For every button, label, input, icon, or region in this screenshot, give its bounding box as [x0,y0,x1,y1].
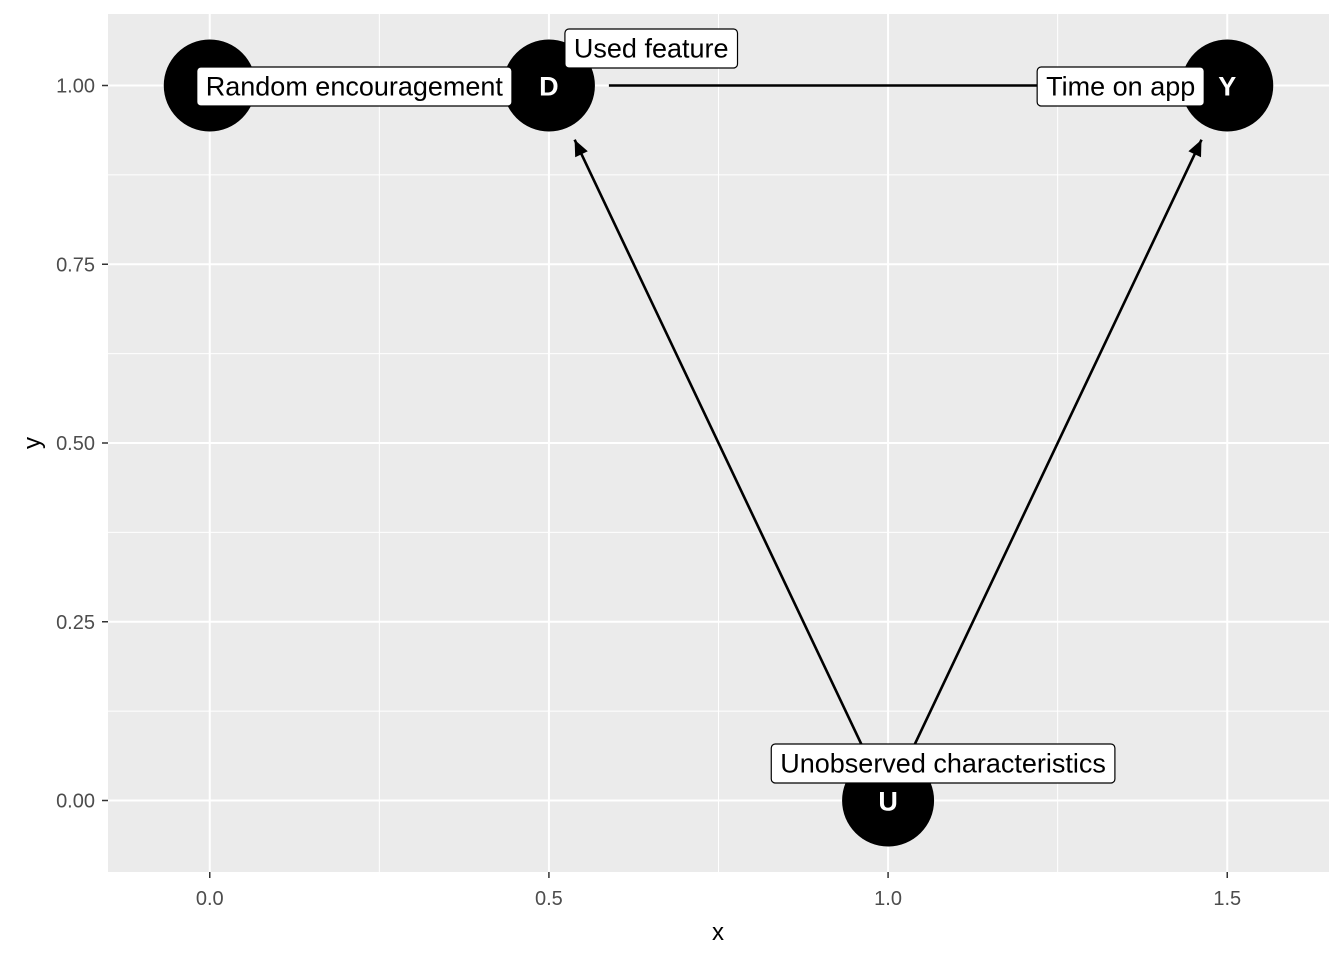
label-y: Time on app [1036,66,1205,107]
label-box [196,66,513,107]
x-axis-ticks: 0.0 0.5 1.0 1.5 [196,872,1241,910]
node-y: Y [1181,39,1274,132]
arrow-head [574,139,588,158]
node-circle [1181,39,1274,132]
label-text: Time on app [1046,72,1195,102]
label-text: Unobserved characteristics [780,749,1106,779]
arrow-head [1188,139,1202,158]
y-tick-label: 0.75 [56,254,95,276]
y-tick-label: 0.00 [56,791,95,813]
label-z: Random encouragement [196,66,513,107]
label-box [770,743,1116,784]
y-axis-title: y [19,437,46,449]
y-tick-label: 0.50 [56,433,95,455]
x-tick-label: 1.5 [1213,888,1241,910]
x-tick-label: 1.0 [874,888,902,910]
label-box [1036,66,1205,107]
y-tick-label: 0.25 [56,612,95,634]
label-box [564,28,739,69]
label-d: Used feature [564,28,739,69]
edge-line [573,139,864,747]
label-text: Random encouragement [206,72,504,102]
x-axis-title: x [712,919,724,946]
label-u: Unobserved characteristics [770,743,1116,784]
labels-layer: Random encouragement Used feature Time on … [196,28,1205,784]
edge-u-d [573,139,864,747]
label-text: Used feature [574,34,729,64]
edge-line [912,139,1203,747]
x-tick-label: 0.0 [196,888,224,910]
node-letter: Y [1218,72,1236,102]
edge-u-y [912,139,1203,747]
x-tick-label: 0.5 [535,888,563,910]
y-tick-label: 1.00 [56,76,95,98]
node-letter: D [539,72,559,102]
y-axis-ticks: 0.00 0.25 0.50 0.75 1.00 [56,76,108,813]
node-letter: U [878,787,898,817]
